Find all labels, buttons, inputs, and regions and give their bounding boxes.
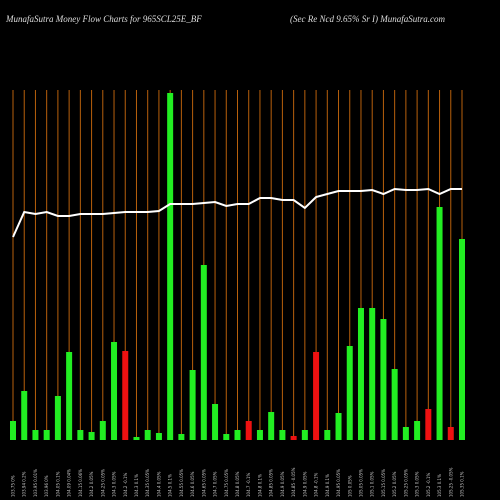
bar — [99, 421, 106, 440]
x-tick-label: 104.35 0.05% — [145, 469, 150, 497]
x-tick-label: 104.3 0.05% — [112, 471, 117, 497]
bar — [402, 427, 409, 440]
x-tick-label: 104.5 0.1% — [168, 474, 173, 497]
x-tick-label: 105.25 -0.05% — [448, 467, 453, 497]
x-tick-label: 105.1 0.05% — [370, 471, 375, 497]
x-tick-label: 104.85 0.05% — [269, 469, 274, 497]
x-tick-label: 104.6 0.05% — [190, 471, 195, 497]
x-tick-label: 104.8 0.1% — [257, 474, 262, 497]
bar — [167, 93, 174, 440]
x-tick-label: 104.85 -0.05% — [291, 467, 296, 497]
bar — [256, 430, 263, 440]
bar — [436, 207, 443, 440]
x-tick-label: 104.7 -0.1% — [246, 472, 251, 497]
x-tick-label: 105.2 0.05% — [392, 471, 397, 497]
bar — [357, 308, 364, 440]
x-tick-label: 104.8 0.05% — [235, 471, 240, 497]
x-tick-label: 104.9 0.1% — [325, 474, 330, 497]
x-tick-label: 104.9 0.05% — [302, 471, 307, 497]
bar — [32, 430, 39, 440]
x-tick-label: 104.9 0.05% — [280, 471, 285, 497]
bar — [223, 434, 230, 440]
bar — [178, 434, 185, 440]
bar — [21, 391, 28, 440]
x-tick-label: 104.15 0.06% — [78, 469, 83, 497]
bar — [77, 430, 84, 440]
price-line — [12, 187, 462, 238]
bar — [301, 430, 308, 440]
bar — [391, 369, 398, 440]
bar — [10, 421, 16, 440]
bar — [200, 265, 207, 440]
bar — [122, 351, 129, 440]
bar — [447, 427, 454, 440]
bar — [335, 413, 342, 440]
x-tick-label: 104.55 0.05% — [179, 469, 184, 497]
bar — [380, 319, 387, 440]
x-tick-label: 105.2 -0.1% — [426, 472, 431, 497]
x-tick-label: 103.75 0% — [11, 475, 16, 497]
bar — [88, 432, 95, 440]
bar — [133, 437, 140, 440]
x-tick-label: 104.4 0.05% — [156, 471, 161, 497]
x-tick-label: 104.09 0.04% — [67, 469, 72, 497]
bar — [144, 430, 151, 440]
x-tick-label: 105 0.05% — [347, 475, 352, 497]
x-tick-label: 104.05 0.1% — [55, 471, 60, 497]
x-tick-label: 105.35 0.1% — [460, 471, 465, 497]
x-tick-label: 104.65 0.05% — [201, 469, 206, 497]
x-tick-label: 104.3 0.1% — [134, 474, 139, 497]
bar — [425, 409, 432, 440]
x-tick-label: 104.7 0.05% — [213, 471, 218, 497]
x-tick-label: 103.96 0% — [44, 475, 49, 497]
bar — [324, 430, 331, 440]
x-tick-label: 105.25 0.05% — [403, 469, 408, 497]
bar — [212, 404, 219, 440]
bar — [245, 421, 252, 440]
bar — [279, 430, 286, 440]
bar — [290, 436, 297, 440]
x-tick-label: 103.94 0.2% — [22, 471, 27, 497]
x-tick-label: 104.25 0.05% — [100, 469, 105, 497]
bar — [234, 430, 241, 440]
bar — [155, 433, 162, 440]
chart-subtitle: (Sec Re Ncd 9.65% Sr I) MunafaSutra.com — [290, 14, 445, 24]
x-tick-label: 104.95 0.05% — [336, 469, 341, 497]
bar — [369, 308, 376, 440]
bar — [268, 412, 275, 440]
bar — [459, 239, 465, 440]
bar — [111, 342, 118, 440]
bar — [313, 352, 320, 440]
bar — [414, 421, 421, 440]
bar — [66, 352, 73, 440]
bar — [54, 396, 61, 440]
x-tick-label: 103.95 0.01% — [33, 469, 38, 497]
bar — [346, 346, 353, 440]
x-tick-label: 104.8 -0.1% — [314, 472, 319, 497]
x-tick-label: 104.2 0.05% — [89, 471, 94, 497]
chart-title: MunafaSutra Money Flow Charts for 965SCL… — [5, 14, 202, 24]
x-tick-label: 105.15 0.05% — [381, 469, 386, 497]
x-tick-label: 105.3 0.05% — [415, 471, 420, 497]
x-tick-label: 104.75 0.05% — [224, 469, 229, 497]
x-tick-label: 105.05 0.05% — [358, 469, 363, 497]
bar — [43, 430, 50, 440]
bar — [189, 370, 196, 440]
x-tick-label: 104.2 -0.1% — [123, 472, 128, 497]
x-tick-label: 105.3 0.1% — [437, 474, 442, 497]
